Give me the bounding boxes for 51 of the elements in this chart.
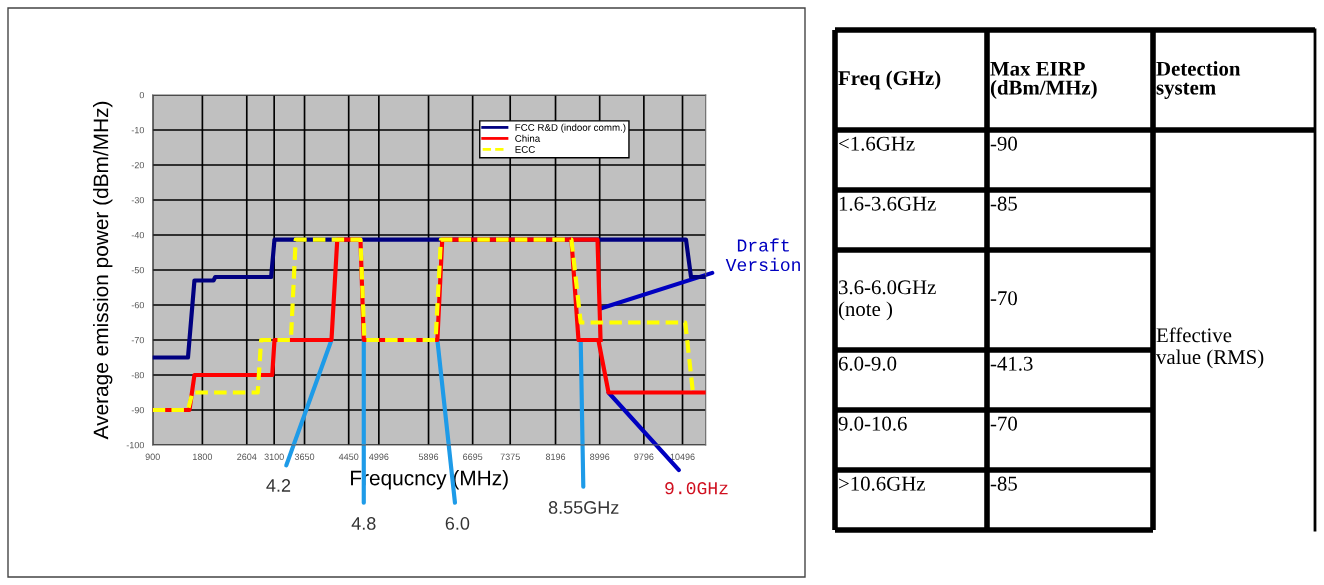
x-tick-label: 5896: [418, 453, 439, 460]
annotation: 4.2: [266, 479, 291, 492]
text: -85: [990, 196, 1017, 211]
legend-label: China: [515, 134, 541, 142]
text: 9.0-10.6: [838, 416, 907, 431]
x-tick-label: 3100: [264, 453, 284, 460]
x-tick-label: 4996: [369, 453, 389, 460]
legend-label: ECC: [515, 146, 535, 153]
x-tick-label: 8196: [545, 453, 566, 460]
y-tick-label: -70: [131, 336, 145, 344]
legend-label: FCC R&D (indoor comm.): [515, 123, 626, 133]
y-axis-title: Average emission power (dBm/MHz): [92, 101, 113, 440]
annotation: 8.55GHz: [548, 501, 619, 514]
annotation: Draft Version: [725, 238, 800, 272]
x-tick-label: 10496: [670, 453, 695, 460]
x-tick-label: 3650: [294, 453, 315, 460]
text: 3.6-6.0GHz (note ): [838, 280, 936, 321]
y-tick-label: -90: [131, 406, 145, 414]
y-tick-label: -50: [131, 266, 145, 274]
text: 6.0-9.0: [838, 356, 897, 371]
text: >10.6GHz: [839, 476, 925, 491]
annotation: 6.0: [445, 517, 470, 530]
text: -70: [990, 291, 1017, 306]
text: -41.3: [990, 356, 1033, 371]
text: -85: [990, 476, 1017, 491]
x-tick-label: 900: [145, 453, 160, 460]
text: -70: [990, 416, 1017, 431]
y-tick-label: -80: [131, 371, 145, 379]
text: -90: [990, 136, 1017, 151]
text: Freq (GHz): [838, 70, 941, 90]
x-tick-label: 6695: [463, 453, 483, 460]
text: Effective value (RMS): [1156, 327, 1264, 369]
x-tick-label: 7375: [500, 453, 520, 460]
x-tick-label: 2604: [237, 453, 257, 460]
annotation: 9.0GHz: [665, 482, 728, 495]
text: <1.6GHz: [839, 136, 915, 151]
x-tick-label: 1800: [193, 453, 213, 460]
text: Detection system: [1156, 61, 1241, 99]
text: 1.6-3.6GHz: [839, 196, 936, 211]
y-tick-label: -60: [131, 301, 145, 309]
y-tick-label: -10: [131, 126, 145, 134]
y-tick-label: -30: [131, 196, 145, 204]
x-tick-label: 9796: [634, 453, 654, 460]
text: Max EIRP (dBm/MHz): [990, 61, 1097, 99]
x-tick-label: 4450: [338, 453, 359, 460]
y-tick-label: -20: [131, 161, 145, 169]
y-tick-label: -40: [131, 231, 145, 239]
y-tick-label: -100: [126, 441, 145, 449]
x-tick-label: 8996: [590, 453, 610, 460]
y-tick-label: 0: [139, 91, 145, 99]
annotation: 4.8: [351, 517, 376, 530]
